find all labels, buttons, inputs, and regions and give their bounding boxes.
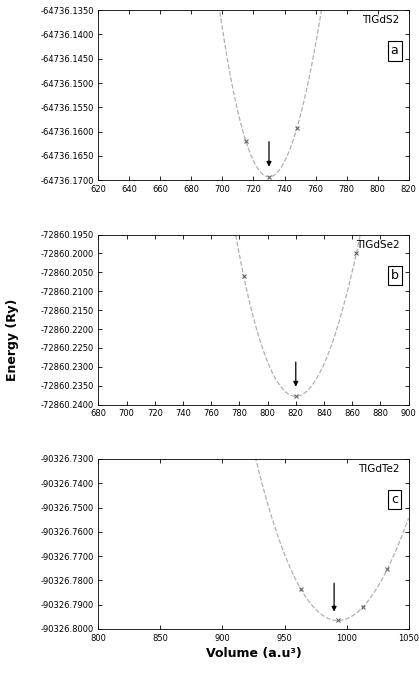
Text: TlGdTe2: TlGdTe2 — [358, 464, 399, 474]
X-axis label: Volume (a.u³): Volume (a.u³) — [206, 647, 301, 660]
Text: a: a — [391, 44, 398, 58]
Text: c: c — [391, 493, 398, 507]
Text: TlGdS2: TlGdS2 — [362, 16, 399, 25]
Text: TlGdSe2: TlGdSe2 — [356, 239, 399, 250]
Text: Energy (Ry): Energy (Ry) — [6, 299, 19, 381]
Text: b: b — [391, 269, 398, 282]
